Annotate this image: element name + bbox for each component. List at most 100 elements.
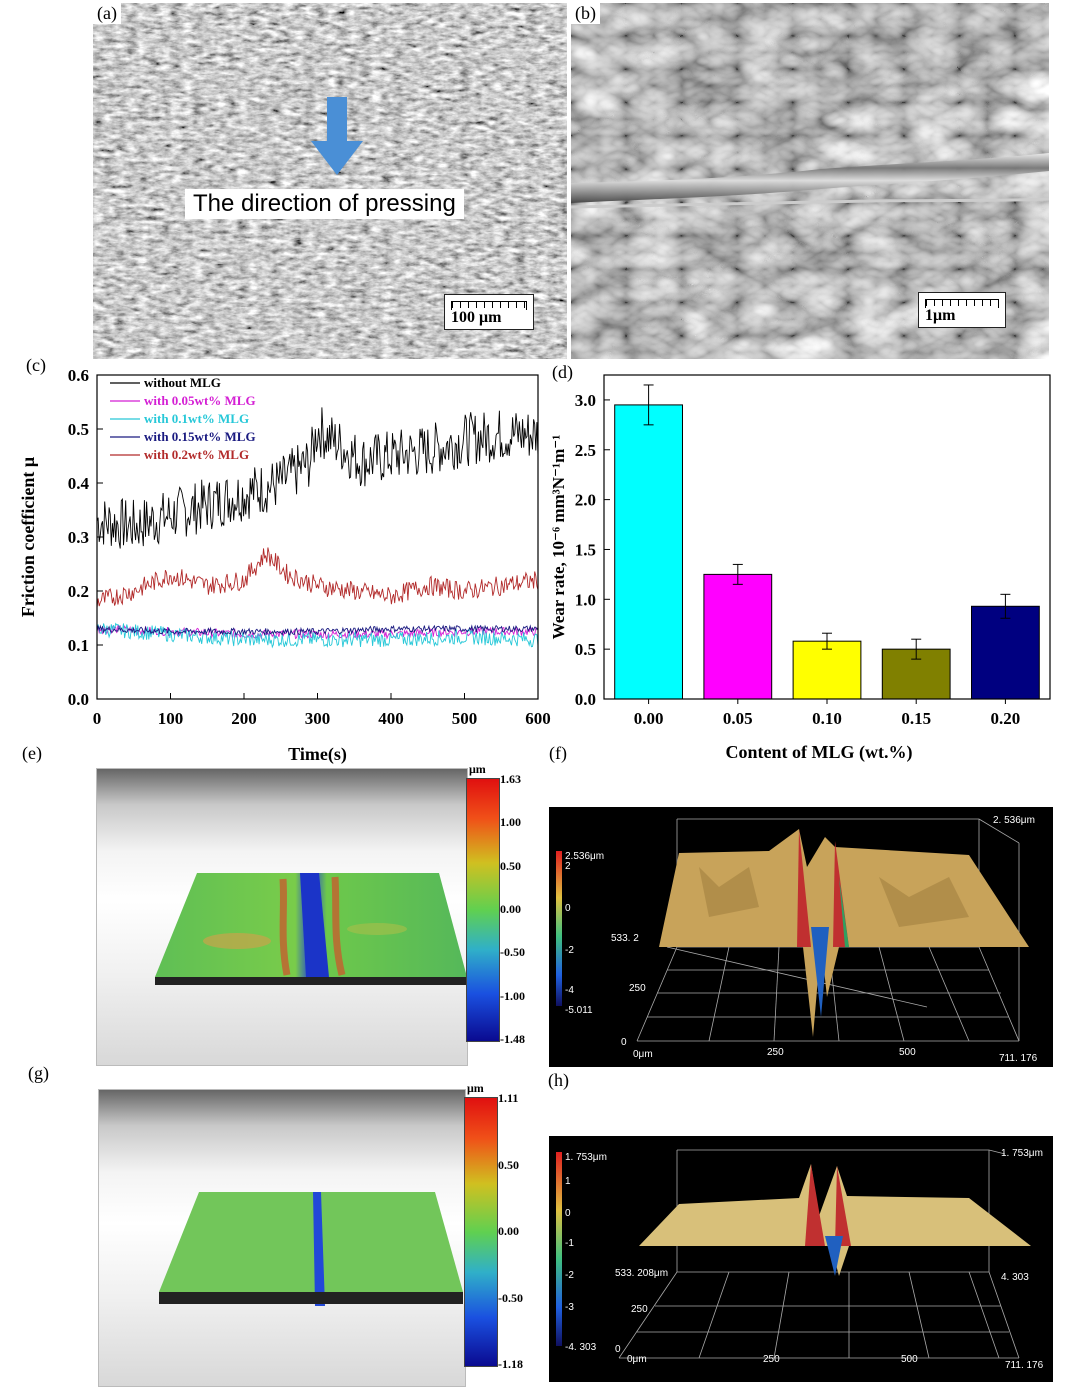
f-x-711: 711. 176 bbox=[999, 1053, 1038, 1064]
x-tick-label: 0.20 bbox=[991, 709, 1021, 728]
h-cbar-m1: -1 bbox=[565, 1238, 574, 1249]
h-cbar-bottom: -4. 303 bbox=[565, 1342, 597, 1353]
bar-0.05 bbox=[703, 573, 773, 700]
x-tick-label: 400 bbox=[378, 709, 404, 728]
g-colorbar-tick: 0.00 bbox=[498, 1224, 519, 1238]
y-tick-label: 0.1 bbox=[68, 636, 89, 655]
x-tick-label: 600 bbox=[525, 709, 551, 728]
bar-0.00 bbox=[614, 404, 683, 700]
panel-label-g: (g) bbox=[28, 1063, 49, 1083]
f-x-0: 0μm bbox=[633, 1049, 653, 1060]
surface-render-g bbox=[98, 1089, 466, 1387]
e-colorbar-tick: -1.48 bbox=[500, 1032, 525, 1046]
series-line-0 bbox=[96, 407, 539, 549]
h-y-250: 250 bbox=[631, 1304, 648, 1315]
h-y-533: 533. 208μm bbox=[615, 1268, 668, 1279]
f-cbar-m2: -2 bbox=[565, 945, 574, 956]
x-tick-label: 0.00 bbox=[634, 709, 664, 728]
colorbar-e bbox=[466, 778, 500, 1042]
g-colorbar-tick: -0.50 bbox=[498, 1290, 523, 1305]
colorbar-unit-g: μm bbox=[467, 1081, 484, 1095]
series-line-3 bbox=[96, 624, 539, 637]
f-y-0: 0 bbox=[621, 1037, 627, 1048]
x-axis-label: Content of MLG (wt.%) bbox=[726, 742, 913, 763]
e-colorbar-tick: -1.00 bbox=[500, 988, 525, 1003]
legend-entry: with 0.15wt% MLG bbox=[144, 429, 256, 444]
friction-chart: 0.0 0.1 0.2 0.3 0.4 0.5 0.6 0 100 200 300 400 500 600… bbox=[18, 366, 551, 765]
x-tick-label: 0.10 bbox=[812, 709, 842, 728]
pressing-direction-annotation: The direction of pressing bbox=[185, 189, 464, 219]
e-colorbar-tick: -0.50 bbox=[500, 945, 525, 960]
y-tick-label: 1.5 bbox=[575, 540, 596, 559]
panel-label-a: (a) bbox=[93, 3, 121, 24]
f-y-250: 250 bbox=[629, 983, 646, 994]
h-cbar-m2: -2 bbox=[565, 1270, 574, 1281]
f-cbar-0: 0 bbox=[565, 903, 571, 914]
f-cbar-m4: -4 bbox=[565, 985, 574, 996]
panel-label-f: (f) bbox=[549, 743, 567, 763]
surface-render-e bbox=[96, 768, 468, 1066]
x-tick-label: 100 bbox=[158, 709, 184, 728]
x-tick-label: 0 bbox=[93, 709, 102, 728]
surface-profile-h: 1. 753μm 1 0 -1 -2 -3 -4. 303 1. 753μm 4… bbox=[549, 1136, 1053, 1382]
surface-profile-f: 2.536μm 2 0 -2 -4 -5.011 2. 536μm 533. 2… bbox=[549, 807, 1053, 1067]
f-cbar-2: 2 bbox=[565, 861, 571, 872]
h-x-250: 250 bbox=[763, 1354, 780, 1365]
legend-entry: without MLG bbox=[144, 375, 221, 390]
y-tick-label: 0.6 bbox=[68, 366, 89, 385]
bar-0.20 bbox=[971, 605, 1040, 700]
h-x-0: 0μm bbox=[627, 1354, 647, 1365]
y-tick-label: 1.0 bbox=[575, 590, 596, 609]
x-tick-label: 0.05 bbox=[723, 709, 753, 728]
y-tick-label: 0.2 bbox=[68, 582, 89, 601]
h-x-500: 500 bbox=[901, 1354, 918, 1365]
colorbar-g bbox=[464, 1097, 498, 1367]
y-axis-label: Friction coefficient μ bbox=[18, 457, 38, 617]
plot-frame bbox=[603, 374, 1051, 700]
h-cbar-0: 0 bbox=[565, 1208, 571, 1219]
x-tick-label: 500 bbox=[452, 709, 478, 728]
f-z-top: 2. 536μm bbox=[993, 815, 1035, 826]
legend-entry: with 0.1wt% MLG bbox=[144, 411, 249, 426]
x-tick-label: 300 bbox=[305, 709, 331, 728]
panel-label-e: (e) bbox=[22, 743, 42, 763]
h-cbar-1: 1 bbox=[565, 1176, 571, 1187]
y-tick-label: 0.0 bbox=[575, 690, 596, 709]
x-tick-label: 0.15 bbox=[901, 709, 931, 728]
y-tick-label: 3.0 bbox=[575, 391, 596, 410]
y-tick-label: 0.0 bbox=[68, 690, 89, 709]
series-line-4 bbox=[96, 547, 539, 608]
h-y-0: 0 bbox=[615, 1344, 621, 1355]
f-cbar-top: 2.536μm bbox=[565, 851, 604, 862]
h-cbar-m3: -3 bbox=[565, 1302, 574, 1313]
series-line-2 bbox=[96, 622, 539, 649]
sem-image-b: (b) 1μm bbox=[571, 3, 1049, 359]
x-axis-label: Time(s) bbox=[288, 744, 347, 765]
panel-label-c: (c) bbox=[26, 355, 46, 375]
y-tick-label: 2.0 bbox=[575, 491, 596, 510]
sem-image-a: (a) The direction of pressing 100 μm bbox=[93, 3, 567, 359]
f-x-500: 500 bbox=[899, 1047, 916, 1058]
y-tick-label: 0.5 bbox=[68, 420, 89, 439]
e-colorbar-tick: 1.63 bbox=[500, 772, 521, 786]
colorbar-unit-e: μm bbox=[469, 762, 486, 776]
legend-entry: with 0.05wt% MLG bbox=[144, 393, 256, 408]
y-axis-label: Wear rate, 10⁻⁶ mm³N⁻¹m⁻¹ bbox=[549, 435, 568, 640]
h-z-bottom: 4. 303 bbox=[1001, 1272, 1029, 1283]
e-colorbar-tick: 0.50 bbox=[500, 858, 521, 873]
scale-bar-b: 1μm bbox=[918, 292, 1006, 328]
down-arrow-icon bbox=[311, 97, 363, 175]
scale-bar-a: 100 μm bbox=[444, 294, 534, 330]
h-z-top: 1. 753μm bbox=[1001, 1148, 1043, 1159]
e-colorbar-tick: 0.00 bbox=[500, 902, 521, 916]
x-tick-label: 200 bbox=[231, 709, 257, 728]
y-tick-label: 0.4 bbox=[68, 474, 90, 493]
y-tick-label: 0.3 bbox=[68, 528, 89, 547]
legend-entry: with 0.2wt% MLG bbox=[144, 447, 249, 462]
bar-0.10 bbox=[792, 640, 862, 700]
panel-label-d: (d) bbox=[552, 362, 573, 382]
y-tick-label: 2.5 bbox=[575, 441, 596, 460]
h-x-711: 711. 176 bbox=[1005, 1360, 1044, 1371]
f-cbar-bottom: -5.011 bbox=[565, 1005, 593, 1016]
panel-label-h: (h) bbox=[548, 1070, 569, 1090]
